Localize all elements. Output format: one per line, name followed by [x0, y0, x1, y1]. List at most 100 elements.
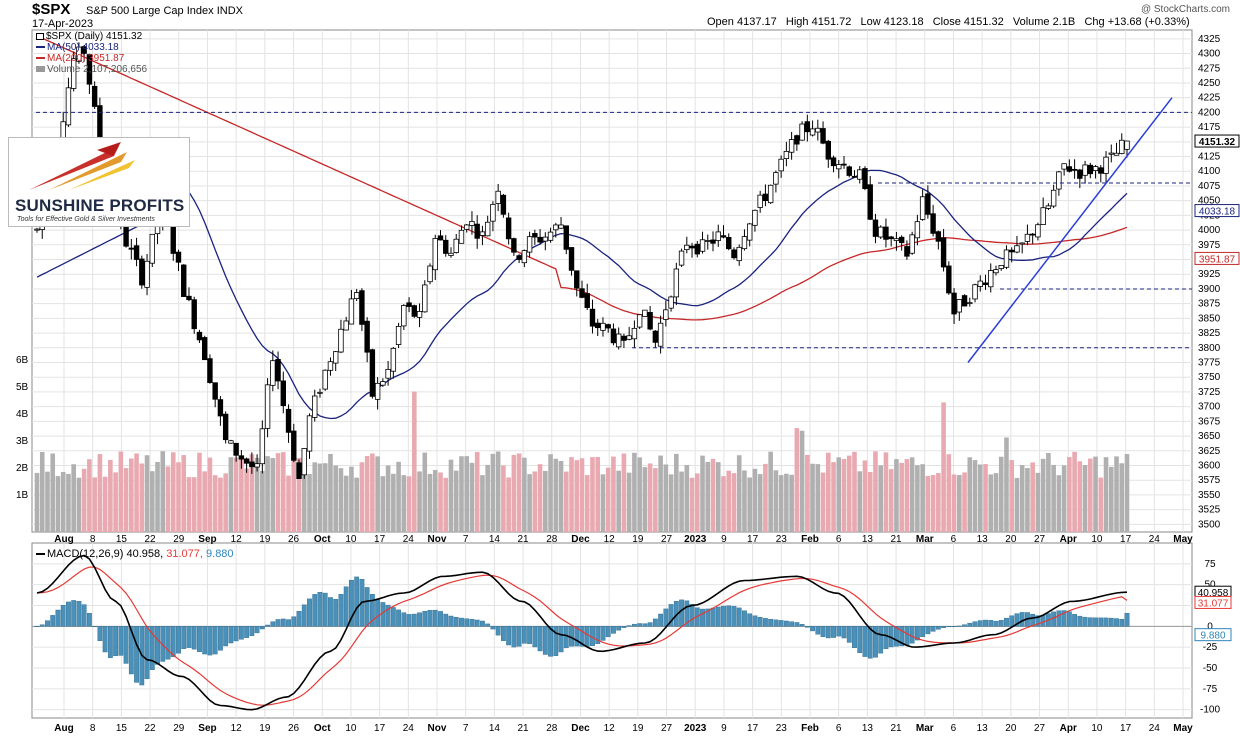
candle-body [668, 296, 674, 309]
volume-bar [700, 455, 705, 532]
y-tick-label: 3525 [1198, 505, 1221, 516]
candle-body [432, 238, 438, 271]
symbol: $SPX [32, 1, 71, 18]
macd-histogram-bar [532, 626, 538, 648]
volume-bar [977, 464, 983, 532]
macd-histogram-bar [259, 626, 265, 630]
candle-body [720, 235, 727, 238]
macd-histogram-bar [899, 626, 905, 647]
volume-bar [794, 428, 800, 532]
volume-bar [852, 451, 857, 532]
candle-body [542, 236, 549, 242]
candle-body [631, 327, 638, 340]
volume-value: 2.1B [1052, 16, 1076, 28]
legend-ma200-text: MA(200) 3951.87 [47, 53, 125, 64]
volume-bar [228, 457, 234, 532]
macd-tag-box [1194, 595, 1232, 609]
x-tick-label-macd: 27 [1034, 723, 1046, 734]
volume-bar [925, 475, 931, 532]
volume-bar [516, 453, 522, 532]
y-tick-label: 4050 [1198, 196, 1221, 207]
volume-bar [417, 471, 422, 532]
macd-histogram-bar [343, 586, 349, 627]
candle-body [511, 238, 517, 253]
macd-histogram-bar [768, 618, 774, 627]
volume-bar [558, 461, 564, 532]
candle-body [563, 225, 569, 250]
macd-histogram-bar [778, 620, 784, 627]
macd-histogram-bar [459, 617, 464, 627]
candle-body [364, 320, 370, 353]
macd-histogram-bar [417, 612, 422, 627]
macd-histogram-bar [810, 626, 815, 632]
macd-y-tick-label: 50 [1204, 580, 1216, 591]
volume-bar [936, 473, 941, 532]
volume-bar [543, 470, 548, 532]
candle-body [925, 193, 931, 215]
candle-body [1082, 164, 1088, 176]
logo-title: SUNSHINE PROFITS [15, 196, 185, 215]
volume-bar [34, 472, 40, 532]
candle-body [65, 87, 72, 126]
x-tick-label-macd: 13 [977, 723, 989, 734]
macd-histogram-bar [862, 626, 868, 657]
volume-bar [97, 454, 103, 532]
candle-body [914, 221, 921, 239]
y-tick-label: 3775 [1198, 358, 1221, 369]
macd-histogram-bar [280, 618, 286, 627]
candle-body [186, 295, 192, 301]
volume-bar [108, 459, 113, 532]
candle-body [359, 290, 365, 325]
exchange-text: INDX [216, 5, 243, 17]
x-tick-label: 6 [951, 534, 957, 545]
x-tick-label-macd: Nov [428, 723, 447, 734]
volume-bar [553, 458, 559, 532]
candle-body [762, 193, 769, 202]
macd-histogram-bar [935, 626, 941, 630]
volume-bar [679, 471, 684, 532]
candle-body [825, 140, 831, 160]
macd-histogram-bar [983, 619, 988, 627]
volume-bar [663, 464, 669, 532]
x-tick-label: 13 [977, 534, 989, 545]
volume-bar [181, 455, 187, 532]
x-tick-label: 21 [891, 534, 903, 545]
macd-histogram-bar [794, 622, 800, 627]
y-tick-label: 3875 [1198, 299, 1221, 310]
candle-body [746, 223, 753, 241]
macd-y-tick-label: -100 [1200, 705, 1220, 716]
volume-bar [527, 474, 532, 532]
y-tick-label: 3750 [1198, 372, 1221, 383]
volume-bar [1056, 475, 1062, 532]
macd-histogram-bar [799, 624, 805, 627]
ohlc-readout: Open 4137.17 High 4151.72 Low 4123.18 Cl… [707, 16, 1190, 28]
candle-body [312, 395, 318, 418]
volume-bar [773, 470, 779, 532]
macd-histogram-bar [254, 626, 260, 634]
macd-histogram-bar [621, 626, 627, 628]
volume-bar [1004, 437, 1009, 532]
candle-body [736, 246, 742, 262]
volume-bar [427, 473, 433, 532]
candle-body [1113, 152, 1120, 156]
candle-body [647, 312, 653, 330]
macd-histogram-bar [783, 620, 789, 627]
macd-histogram-bar [55, 609, 61, 627]
y-tick-label: 4175 [1198, 122, 1221, 133]
volume-bar [784, 473, 789, 532]
volume-bar [715, 462, 721, 532]
candle-body [1035, 224, 1041, 238]
volume-bar [1014, 477, 1020, 532]
x-tick-label: 12 [231, 534, 243, 545]
candle-body [600, 322, 606, 331]
x-tick-label-macd: 17 [374, 723, 386, 734]
x-tick-label: Apr [1060, 534, 1077, 545]
macd-histogram-bar [548, 626, 553, 657]
volume-bar [191, 477, 197, 532]
x-tick-label-macd: 24 [1149, 723, 1161, 734]
candle-body [830, 157, 837, 167]
x-tick-label: 17 [374, 534, 386, 545]
volume-bar [396, 461, 401, 532]
macd-histogram-bar [951, 626, 957, 628]
